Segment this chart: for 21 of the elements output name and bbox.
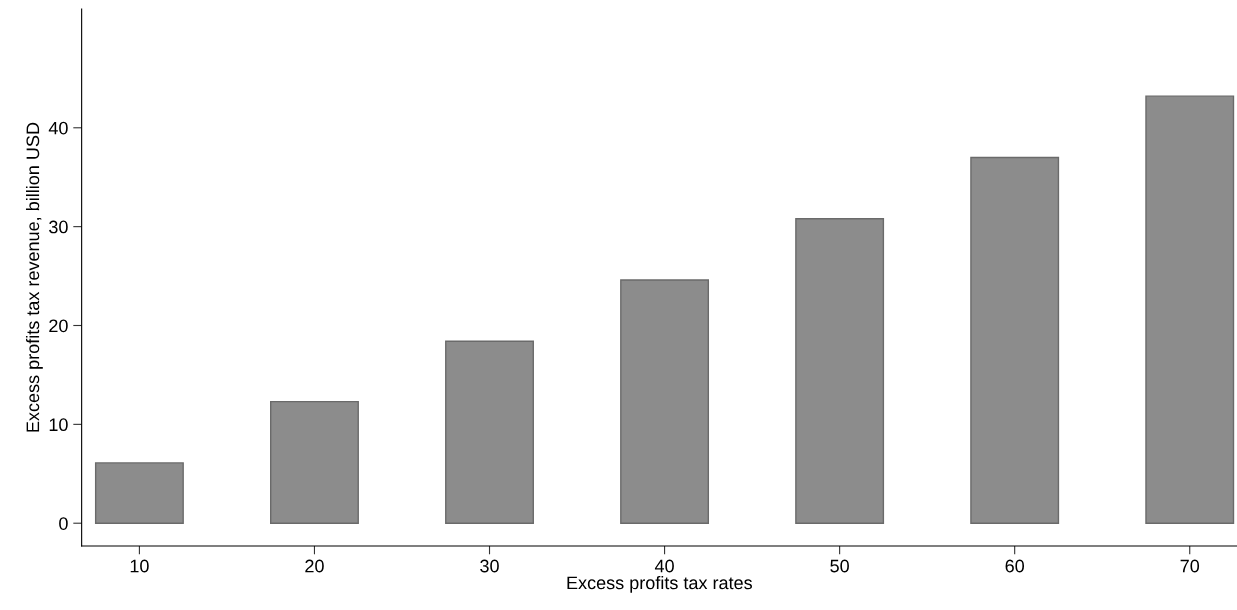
- x-tick-label: 10: [130, 559, 149, 573]
- y-tick-label: 10: [49, 418, 68, 432]
- x-tick-label: 40: [654, 559, 674, 573]
- x-axis-title: Excess profits tax rates: [567, 575, 752, 593]
- bar: [270, 400, 359, 524]
- bar: [1145, 95, 1235, 524]
- x-tick-label: 70: [1180, 559, 1200, 573]
- x-tick-label: 20: [305, 559, 324, 573]
- bar: [795, 218, 885, 524]
- y-tick-label: 20: [49, 319, 68, 333]
- y-tick-label: 0: [59, 517, 68, 530]
- x-tick-label: 60: [1005, 559, 1025, 573]
- bar: [970, 156, 1060, 524]
- bar: [620, 279, 710, 524]
- y-tick-label: 30: [49, 220, 68, 234]
- x-tick-label: 50: [830, 559, 849, 573]
- bar: [445, 340, 534, 524]
- y-axis-title: Excess profits tax revenue, billion USD: [25, 122, 43, 432]
- bar: [94, 462, 184, 524]
- y-tick-label: 40: [48, 121, 68, 135]
- x-tick-label: 30: [480, 559, 499, 573]
